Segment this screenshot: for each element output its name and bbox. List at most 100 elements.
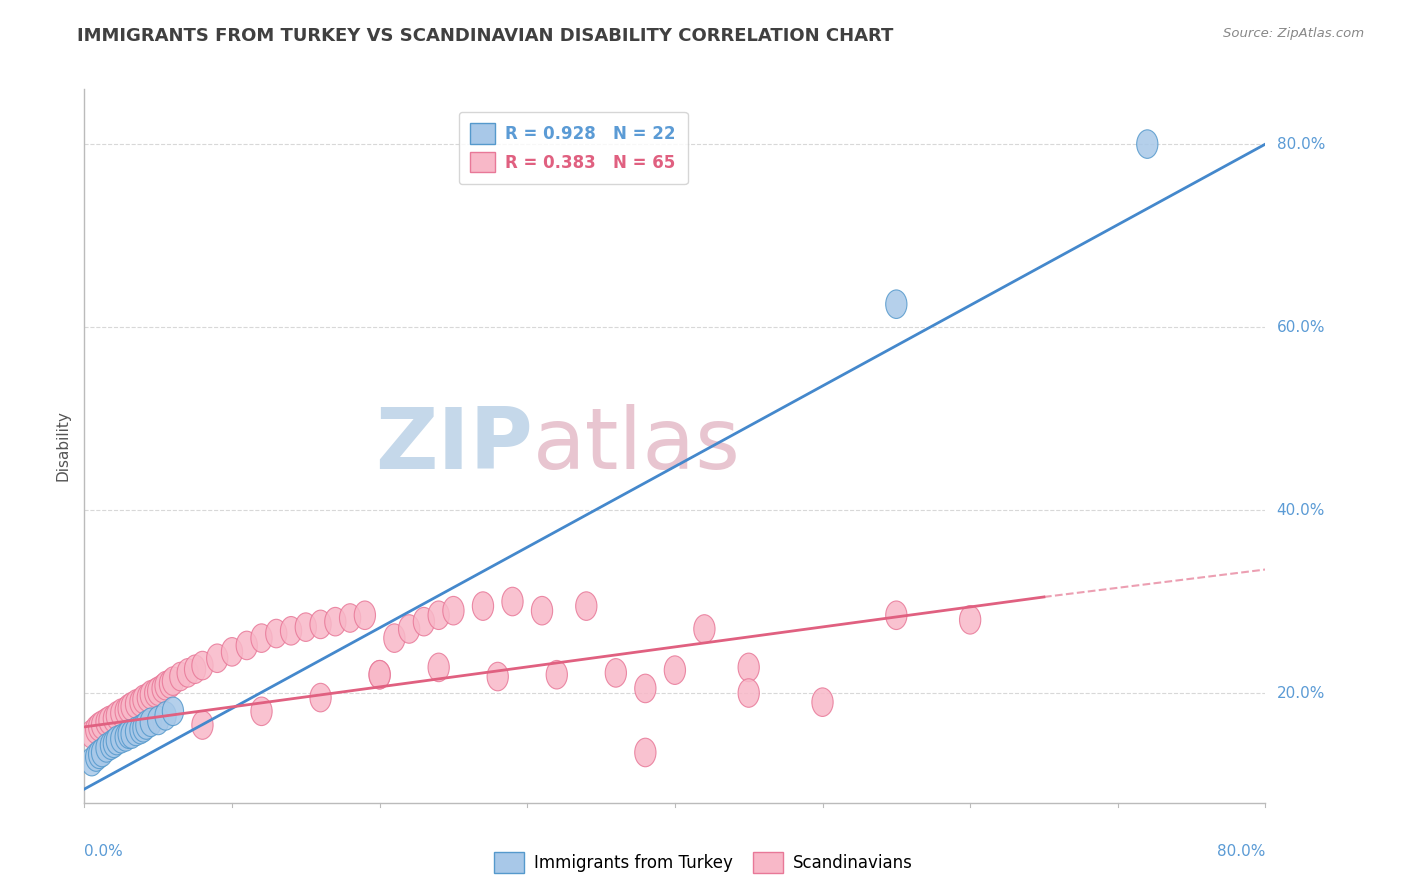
Text: Source: ZipAtlas.com: Source: ZipAtlas.com — [1223, 27, 1364, 40]
Ellipse shape — [91, 711, 112, 739]
Ellipse shape — [89, 713, 110, 741]
Ellipse shape — [121, 692, 142, 721]
Ellipse shape — [86, 715, 107, 744]
Ellipse shape — [159, 670, 180, 698]
Legend: R = 0.928   N = 22, R = 0.383   N = 65: R = 0.928 N = 22, R = 0.383 N = 65 — [458, 112, 688, 184]
Ellipse shape — [575, 591, 598, 620]
Ellipse shape — [250, 624, 273, 652]
Ellipse shape — [221, 638, 243, 666]
Ellipse shape — [309, 683, 332, 712]
Text: IMMIGRANTS FROM TURKEY VS SCANDINAVIAN DISABILITY CORRELATION CHART: IMMIGRANTS FROM TURKEY VS SCANDINAVIAN D… — [77, 27, 894, 45]
Ellipse shape — [107, 726, 128, 755]
Ellipse shape — [191, 651, 214, 680]
Ellipse shape — [634, 674, 657, 703]
Ellipse shape — [443, 597, 464, 625]
Ellipse shape — [266, 619, 287, 648]
Ellipse shape — [96, 733, 117, 762]
Ellipse shape — [141, 708, 162, 737]
Ellipse shape — [413, 607, 434, 636]
Ellipse shape — [384, 624, 405, 652]
Ellipse shape — [354, 601, 375, 630]
Ellipse shape — [339, 604, 361, 632]
Ellipse shape — [811, 688, 834, 716]
Ellipse shape — [125, 690, 146, 718]
Ellipse shape — [664, 656, 686, 684]
Ellipse shape — [162, 667, 184, 696]
Ellipse shape — [250, 697, 273, 725]
Ellipse shape — [132, 685, 155, 714]
Ellipse shape — [148, 677, 169, 706]
Ellipse shape — [121, 720, 142, 748]
Legend: Immigrants from Turkey, Scandinavians: Immigrants from Turkey, Scandinavians — [486, 846, 920, 880]
Ellipse shape — [138, 683, 159, 712]
Ellipse shape — [136, 711, 157, 739]
Ellipse shape — [959, 606, 981, 634]
Ellipse shape — [236, 632, 257, 660]
Ellipse shape — [132, 714, 155, 742]
Text: 40.0%: 40.0% — [1277, 502, 1324, 517]
Text: 80.0%: 80.0% — [1218, 845, 1265, 860]
Ellipse shape — [398, 615, 420, 643]
Ellipse shape — [89, 740, 110, 769]
Ellipse shape — [111, 724, 132, 753]
Ellipse shape — [693, 615, 716, 643]
Ellipse shape — [141, 681, 162, 709]
Ellipse shape — [531, 597, 553, 625]
Ellipse shape — [191, 711, 214, 739]
Ellipse shape — [129, 715, 150, 744]
Ellipse shape — [634, 739, 657, 767]
Ellipse shape — [103, 729, 125, 757]
Text: ZIP: ZIP — [375, 404, 533, 488]
Ellipse shape — [1136, 130, 1159, 159]
Ellipse shape — [155, 672, 176, 700]
Ellipse shape — [118, 694, 139, 723]
Ellipse shape — [155, 702, 176, 731]
Ellipse shape — [82, 720, 103, 748]
Ellipse shape — [115, 723, 136, 751]
Ellipse shape — [184, 655, 205, 683]
Ellipse shape — [368, 660, 391, 689]
Text: 0.0%: 0.0% — [84, 845, 124, 860]
Ellipse shape — [86, 743, 107, 772]
Ellipse shape — [170, 662, 191, 690]
Ellipse shape — [148, 706, 169, 735]
Ellipse shape — [103, 705, 125, 733]
Ellipse shape — [295, 613, 316, 641]
Ellipse shape — [280, 616, 302, 645]
Ellipse shape — [118, 720, 139, 748]
Text: 60.0%: 60.0% — [1277, 319, 1324, 334]
Ellipse shape — [502, 587, 523, 615]
Ellipse shape — [82, 747, 103, 776]
Ellipse shape — [427, 653, 450, 681]
Ellipse shape — [129, 688, 150, 716]
Ellipse shape — [546, 660, 568, 689]
Text: 20.0%: 20.0% — [1277, 686, 1324, 700]
Text: 80.0%: 80.0% — [1277, 136, 1324, 152]
Ellipse shape — [91, 739, 112, 767]
Ellipse shape — [207, 644, 228, 673]
Ellipse shape — [605, 658, 627, 687]
Ellipse shape — [177, 658, 198, 687]
Ellipse shape — [115, 697, 136, 725]
Ellipse shape — [309, 610, 332, 639]
Text: atlas: atlas — [533, 404, 741, 488]
Ellipse shape — [111, 698, 132, 727]
Ellipse shape — [125, 717, 146, 746]
Ellipse shape — [100, 731, 121, 759]
Ellipse shape — [145, 679, 166, 707]
Y-axis label: Disability: Disability — [55, 410, 70, 482]
Ellipse shape — [96, 708, 117, 737]
Ellipse shape — [152, 674, 173, 703]
Ellipse shape — [162, 697, 184, 725]
Ellipse shape — [325, 607, 346, 636]
Ellipse shape — [427, 601, 450, 630]
Ellipse shape — [368, 660, 391, 689]
Ellipse shape — [107, 702, 128, 731]
Ellipse shape — [886, 290, 907, 318]
Ellipse shape — [886, 601, 907, 630]
Ellipse shape — [738, 679, 759, 707]
Ellipse shape — [486, 662, 509, 690]
Ellipse shape — [738, 653, 759, 681]
Ellipse shape — [472, 591, 494, 620]
Ellipse shape — [98, 706, 120, 735]
